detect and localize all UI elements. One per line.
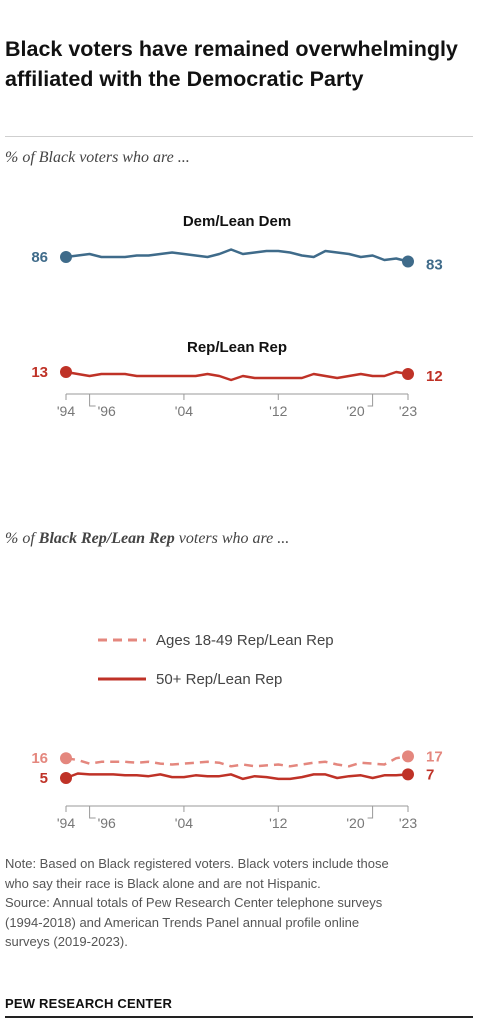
start-value-label: 16 (31, 750, 48, 767)
start-marker-dem (60, 251, 72, 263)
end-marker-rep (402, 368, 414, 380)
chart-party-affiliation: Dem/Lean Dem 86 83 Rep/Lean Rep 13 12 '94 '96 '0… (31, 213, 443, 419)
footer-divider (5, 1016, 473, 1018)
x-tick-leader (89, 806, 96, 819)
series-line-rep (65, 370, 409, 382)
source-note: Note: Based on Black registered voters. … (5, 854, 475, 952)
note-line: Source: Annual totals of Pew Research Ce… (5, 895, 383, 910)
note-line: Note: Based on Black registered voters. … (5, 856, 389, 871)
x-tick-label: '20 (346, 815, 364, 831)
end-value-label: 83 (426, 257, 443, 274)
start-value-label: 5 (40, 770, 48, 787)
start-value-label: 86 (31, 249, 48, 266)
end-marker-young (402, 750, 414, 763)
end-marker-old (402, 768, 414, 781)
footer-brand: PEW RESEARCH CENTER (5, 996, 173, 1011)
x-tick-label: '96 (98, 403, 116, 419)
x-tick-label: '12 (269, 815, 287, 831)
x-tick-leader (367, 394, 374, 407)
x-tick-label: '04 (175, 403, 193, 419)
series-line-old (65, 772, 409, 781)
end-value-label: 12 (426, 368, 443, 385)
legend-label-young: Ages 18-49 Rep/Lean Rep (156, 632, 334, 649)
series-line-young (65, 755, 409, 768)
end-value-label: 17 (426, 748, 443, 765)
note-line: who say their race is Black alone and ar… (5, 875, 321, 891)
legend-label-old: 50+ Rep/Lean Rep (156, 671, 282, 688)
x-tick-leader (89, 394, 96, 407)
end-marker-dem (402, 255, 414, 268)
start-marker-old (60, 772, 72, 784)
series-line-dem (65, 248, 409, 263)
chart1-subtitle: % of Black voters who are ... (5, 149, 190, 166)
x-tick-label: '23 (399, 403, 417, 419)
chart2-subtitle: % of Black Rep/Lean Rep voters who are .… (5, 530, 290, 547)
x-tick-label: '94 (57, 815, 75, 831)
note-line: surveys (2019-2023). (5, 934, 128, 949)
x-tick-label: '23 (399, 815, 417, 831)
x-tick-label: '04 (175, 815, 193, 831)
series-label-dem: Dem/Lean Dem (183, 213, 291, 230)
start-value-label: 13 (31, 364, 48, 381)
chart-rep-by-age: Ages 18-49 Rep/Lean Rep 50+ Rep/Lean Rep 1… (31, 632, 443, 831)
chart-title: Black voters have remained overwhelmingl… (5, 37, 458, 91)
note-line: (1994-2018) and American Trends Panel an… (5, 914, 360, 930)
start-marker-rep (60, 366, 72, 378)
start-marker-young (60, 752, 72, 765)
x-tick-label: '94 (57, 403, 75, 419)
x-tick-label: '20 (346, 403, 364, 419)
title-divider (5, 136, 473, 137)
series-label-rep: Rep/Lean Rep (187, 339, 287, 356)
x-tick-label: '96 (98, 815, 116, 831)
x-tick-label: '12 (269, 403, 287, 419)
x-tick-leader (367, 806, 374, 819)
end-value-label: 7 (426, 766, 434, 783)
